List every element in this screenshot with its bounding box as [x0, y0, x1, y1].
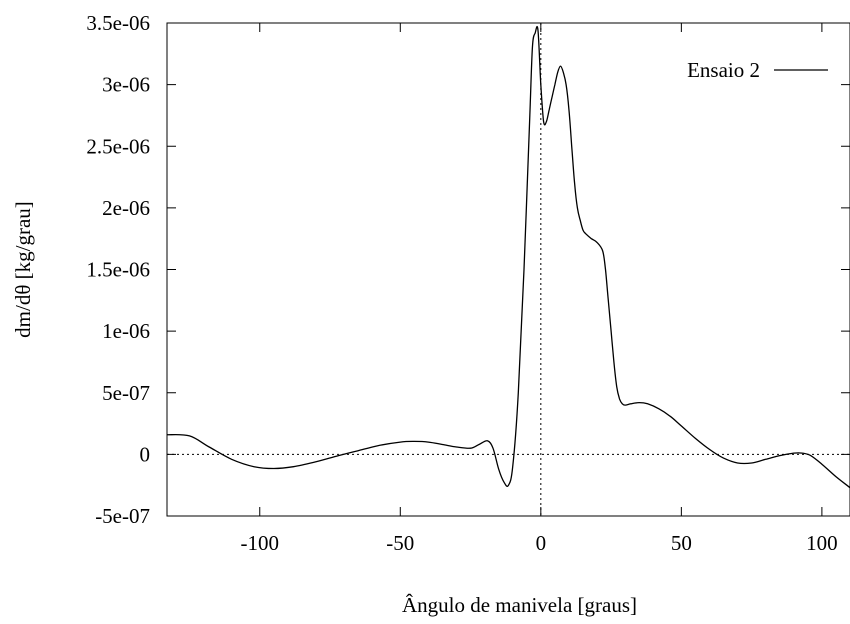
series-line-0	[166, 25, 850, 489]
y-tick-label: -5e-07	[95, 504, 150, 528]
y-tick-label: 3.5e-06	[86, 11, 150, 35]
y-tick-label: 2.5e-06	[86, 134, 150, 158]
y-tick-label: 0	[140, 442, 151, 466]
legend-label: Ensaio 2	[687, 58, 760, 82]
y-axis-title: dm/dθ [kg/grau]	[11, 201, 35, 338]
y-tick-label: 1e-06	[102, 319, 150, 343]
x-tick-label: -100	[241, 531, 280, 555]
y-tick-label: 3e-06	[102, 73, 150, 97]
x-axis-title: Ângulo de manivela [graus]	[402, 593, 637, 617]
x-tick-label: 0	[536, 531, 547, 555]
x-tick-label: 100	[806, 531, 838, 555]
y-tick-label: 5e-07	[102, 381, 150, 405]
x-tick-label: 50	[671, 531, 692, 555]
x-tick-label: -50	[386, 531, 414, 555]
plot-frame	[166, 22, 850, 517]
y-tick-label: 1.5e-06	[86, 258, 150, 282]
y-tick-label: 2e-06	[102, 196, 150, 220]
